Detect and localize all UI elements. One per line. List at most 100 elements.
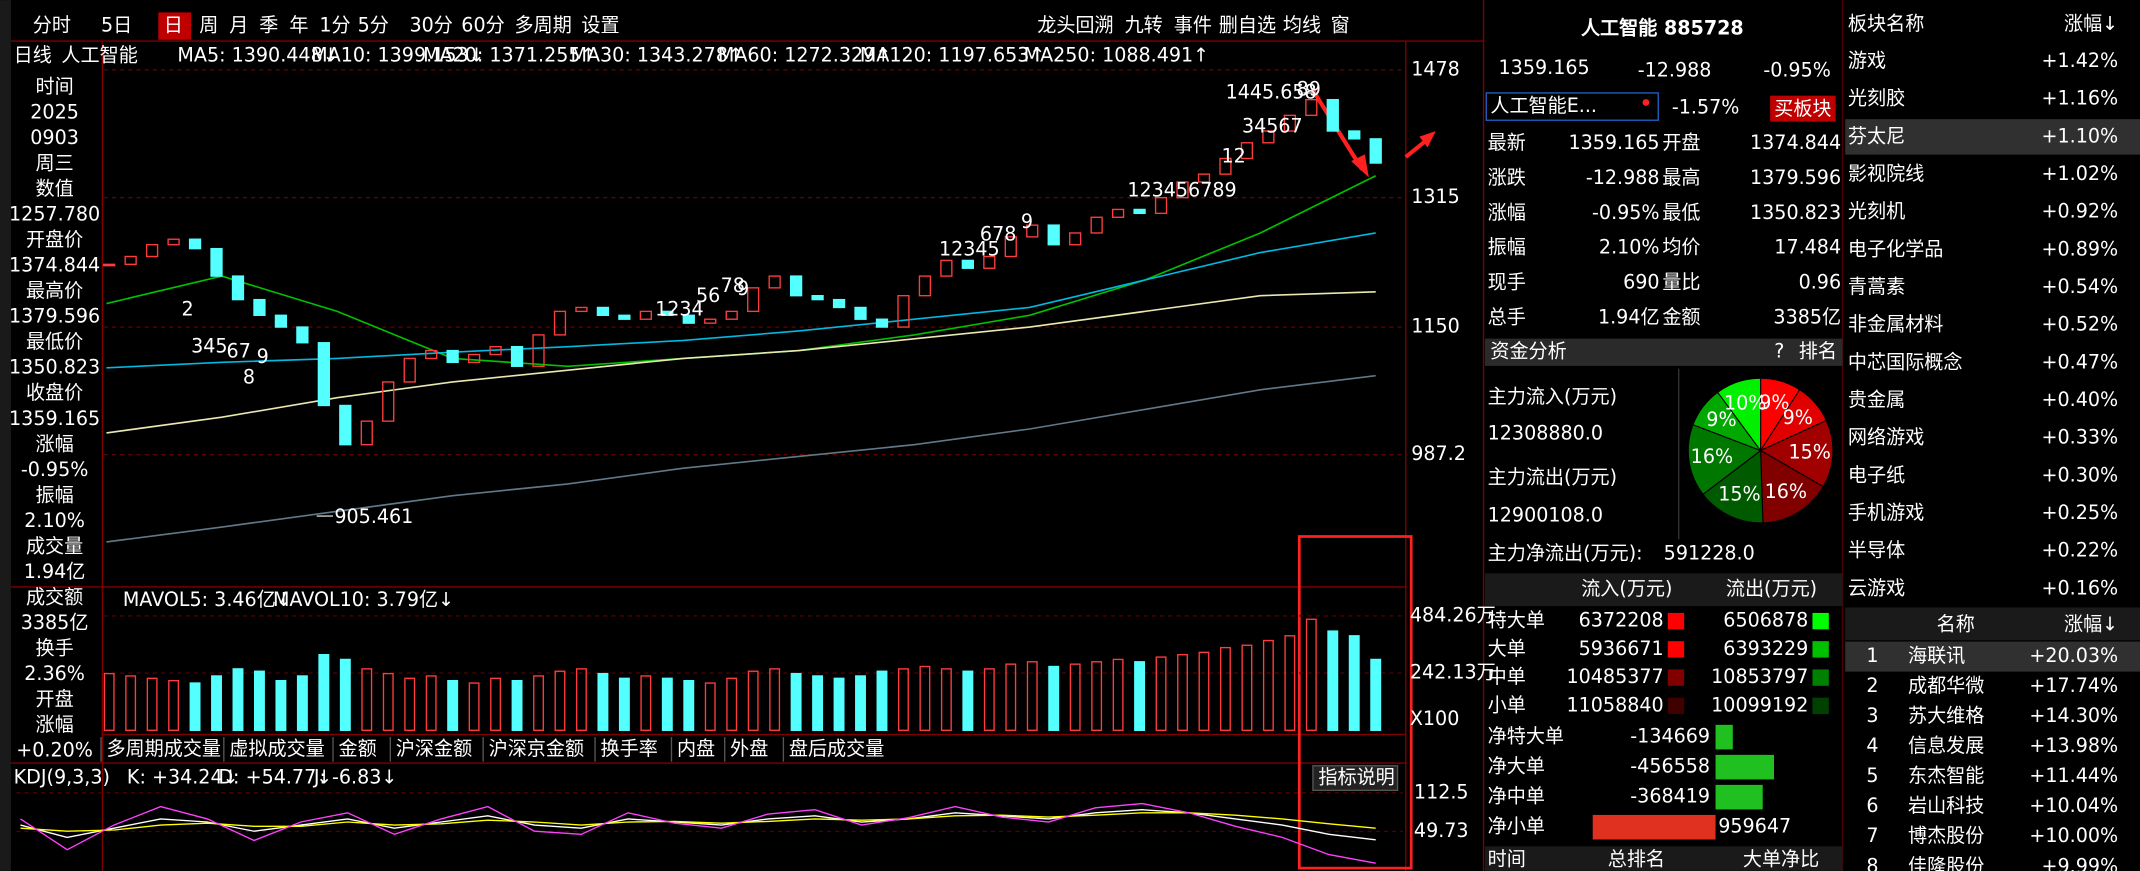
period-tab[interactable]: 60分 xyxy=(461,14,504,37)
flow-in: 10485377 xyxy=(1566,665,1663,688)
period-tab[interactable]: 周 xyxy=(199,14,218,37)
indicator-tab[interactable]: 盘后成交量 xyxy=(789,737,884,760)
indicator-tab[interactable]: 外盘 xyxy=(730,737,768,760)
candle xyxy=(940,259,953,277)
stock-name[interactable]: 信息发展 xyxy=(1908,734,1984,757)
stock-name[interactable]: 博杰股份 xyxy=(1908,824,1984,847)
period-tab[interactable]: 5分 xyxy=(358,14,389,37)
tool-button[interactable]: 窗 xyxy=(1331,14,1350,37)
indicator-tab[interactable]: 虚拟成交量 xyxy=(229,737,324,760)
ma-line xyxy=(106,374,1376,543)
info-line: 振幅 xyxy=(35,483,73,506)
sector-name[interactable]: 青蒿素 xyxy=(1848,275,1905,298)
sector-name[interactable]: 非金属材料 xyxy=(1848,313,1943,336)
period-tab[interactable]: 月 xyxy=(229,14,248,37)
period-tab[interactable]: 多周期 xyxy=(515,14,572,37)
info-line: 2.10% xyxy=(24,509,85,532)
period-tab[interactable]: 1分 xyxy=(319,14,350,37)
volume-bar xyxy=(1134,661,1146,731)
volume-bar xyxy=(275,680,287,731)
annotation-arrowhead xyxy=(1351,154,1369,178)
sector-name[interactable]: 电子化学品 xyxy=(1848,237,1943,260)
sector-name[interactable]: 光刻胶 xyxy=(1848,87,1905,110)
sector-name[interactable]: 中芯国际概念 xyxy=(1848,350,1963,373)
period-tab[interactable]: 设置 xyxy=(581,14,619,37)
period-tab[interactable]: 日 xyxy=(164,14,183,37)
sector-name[interactable]: 游戏 xyxy=(1848,49,1886,72)
period-tab[interactable]: 季 xyxy=(259,14,278,37)
buy-button[interactable]: 买板块 xyxy=(1774,97,1831,120)
quote-value: 1359.165 xyxy=(1568,131,1659,154)
tool-button[interactable]: 九转 xyxy=(1125,14,1163,37)
pie-slice xyxy=(1759,419,1834,488)
sector-name[interactable]: 光刻机 xyxy=(1848,200,1905,223)
stock-rank: 5 xyxy=(1866,764,1878,787)
tool-button[interactable]: 均线 xyxy=(1283,14,1321,37)
volume-bar xyxy=(790,672,802,731)
stock-pct: +11.44% xyxy=(2029,764,2118,787)
volume-bar xyxy=(404,677,416,731)
sector-pct: +0.92% xyxy=(2042,200,2119,223)
help-button[interactable]: ? xyxy=(1774,340,1784,363)
tool-button[interactable]: 龙头回溯 xyxy=(1037,14,1113,37)
help-button[interactable]: 指标说明 xyxy=(1318,766,1394,789)
candle xyxy=(1026,224,1039,238)
indicator-tab[interactable]: 沪深金额 xyxy=(396,737,472,760)
candle xyxy=(532,334,545,367)
sector-name[interactable]: 手机游戏 xyxy=(1848,501,1924,524)
sector-name[interactable]: 半导体 xyxy=(1848,539,1905,562)
flow-square xyxy=(1667,612,1685,630)
indicator-tab[interactable]: 换手率 xyxy=(601,737,658,760)
sector-name[interactable]: 贵金属 xyxy=(1848,388,1905,411)
stock-name[interactable]: 佳隆股份 xyxy=(1908,854,1984,871)
tool-button[interactable]: 事件 xyxy=(1174,14,1212,37)
pie-slice xyxy=(1716,377,1762,453)
period-tab[interactable]: 分时 xyxy=(33,14,71,37)
stock-pct: +10.00% xyxy=(2029,824,2118,847)
highlight-box xyxy=(1297,535,1413,870)
candle xyxy=(1004,236,1017,258)
quote-label: 涨幅 xyxy=(1488,201,1526,224)
rank-button[interactable]: 排名 xyxy=(1799,340,1837,363)
indicator-tab[interactable]: 内盘 xyxy=(677,737,715,760)
indicator-tab[interactable]: 多周期成交量 xyxy=(106,737,221,760)
stock-name[interactable]: 岩山科技 xyxy=(1908,794,1984,817)
sequence-label: 67 xyxy=(227,340,251,363)
stock-name[interactable]: 东杰智能 xyxy=(1908,764,1984,787)
period-tab[interactable]: 30分 xyxy=(409,14,452,37)
footer-label: 总排名 xyxy=(1608,847,1665,870)
info-line: 开盘价 xyxy=(26,228,83,251)
candle xyxy=(231,275,245,301)
quote-change: -12.988 xyxy=(1638,59,1712,82)
info-line: 最低价 xyxy=(26,330,83,353)
candle xyxy=(1262,130,1275,144)
sector-name[interactable]: 网络游戏 xyxy=(1848,426,1924,449)
sector-name[interactable]: 云游戏 xyxy=(1848,576,1905,599)
kdj-legend: J: -6.83↓ xyxy=(313,766,398,789)
tool-button[interactable]: 删自选 xyxy=(1219,14,1276,37)
period-tab[interactable]: 年 xyxy=(289,14,308,37)
volume-bar xyxy=(1091,661,1103,731)
net-row-value: -456558 xyxy=(1630,755,1710,778)
quote-label: 均价 xyxy=(1662,236,1700,259)
volume-bar xyxy=(962,670,974,731)
volume-bar xyxy=(1177,654,1188,731)
section-title: 资金分析 xyxy=(1490,340,1566,363)
stock-name[interactable]: 苏大维格 xyxy=(1908,704,1984,727)
section-bar xyxy=(1484,338,1843,366)
candle xyxy=(1219,157,1232,175)
sector-name[interactable]: 芬太尼 xyxy=(1848,124,1905,147)
y-tick-label: 1315 xyxy=(1411,185,1460,208)
indicator-tab[interactable]: 沪深京金额 xyxy=(489,737,584,760)
sector-name[interactable]: 影视院线 xyxy=(1848,162,1924,185)
stock-name[interactable]: 海联讯 xyxy=(1908,644,1965,667)
quote-value: 1374.844 xyxy=(1750,131,1841,154)
info-line: 收盘价 xyxy=(26,381,83,404)
indicator-tab[interactable]: 金额 xyxy=(338,737,376,760)
stock-name[interactable]: 成都华微 xyxy=(1908,674,1984,697)
sequence-label: 12345 xyxy=(939,237,1000,260)
info-line: 周三 xyxy=(35,152,73,175)
period-tab[interactable]: 5日 xyxy=(101,14,132,37)
sector-pct: +1.10% xyxy=(2042,124,2119,147)
sector-name[interactable]: 电子纸 xyxy=(1848,463,1905,486)
